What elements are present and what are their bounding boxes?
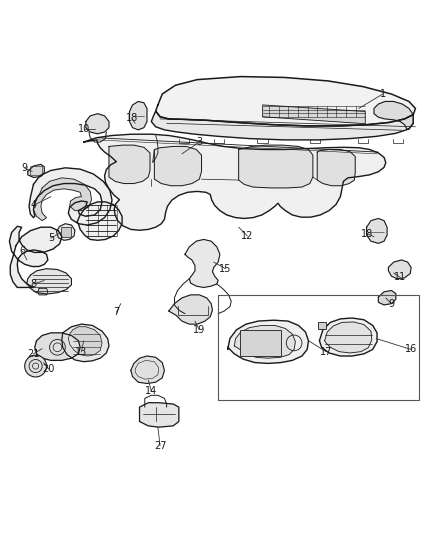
Polygon shape: [84, 134, 386, 230]
Polygon shape: [62, 324, 109, 362]
Text: 9: 9: [21, 163, 28, 173]
Polygon shape: [151, 111, 413, 140]
Polygon shape: [57, 224, 75, 240]
Text: 27: 27: [154, 440, 166, 450]
Text: 3: 3: [196, 137, 202, 147]
Text: 4: 4: [30, 200, 36, 211]
Polygon shape: [228, 320, 308, 364]
Text: 10: 10: [78, 124, 90, 134]
Polygon shape: [155, 77, 416, 126]
Polygon shape: [38, 288, 48, 295]
Text: 15: 15: [219, 264, 232, 273]
Text: 13: 13: [75, 346, 88, 357]
Polygon shape: [29, 168, 112, 225]
Polygon shape: [154, 147, 201, 185]
Text: 5: 5: [48, 233, 54, 243]
Text: 21: 21: [27, 349, 39, 359]
Polygon shape: [131, 356, 164, 384]
Polygon shape: [263, 105, 365, 124]
Circle shape: [25, 355, 46, 377]
Text: 6: 6: [19, 246, 25, 256]
Text: 16: 16: [405, 344, 417, 354]
Polygon shape: [378, 290, 396, 305]
Polygon shape: [86, 114, 109, 134]
Polygon shape: [28, 164, 44, 177]
Text: 18: 18: [361, 229, 374, 239]
Polygon shape: [140, 403, 179, 427]
Text: 9: 9: [389, 298, 395, 309]
Polygon shape: [27, 269, 71, 294]
Polygon shape: [109, 145, 150, 183]
Bar: [318, 321, 325, 329]
Text: 1: 1: [380, 89, 386, 99]
Text: 17: 17: [320, 346, 332, 357]
Text: 14: 14: [145, 386, 157, 396]
Text: 12: 12: [241, 231, 254, 241]
Polygon shape: [130, 101, 147, 130]
Bar: [61, 227, 71, 237]
Polygon shape: [185, 239, 220, 287]
Text: 20: 20: [42, 364, 55, 374]
Polygon shape: [169, 295, 212, 324]
Text: 18: 18: [126, 113, 138, 123]
Bar: [30, 166, 42, 175]
Polygon shape: [10, 227, 62, 287]
Polygon shape: [317, 149, 355, 185]
Text: 19: 19: [193, 325, 205, 335]
Text: 8: 8: [30, 279, 36, 289]
Polygon shape: [33, 178, 92, 221]
Polygon shape: [35, 333, 80, 360]
Polygon shape: [239, 145, 313, 188]
Polygon shape: [319, 318, 377, 356]
Polygon shape: [389, 260, 411, 279]
Polygon shape: [374, 101, 413, 129]
Polygon shape: [325, 322, 372, 353]
Text: 11: 11: [394, 272, 406, 282]
Polygon shape: [77, 202, 122, 240]
Bar: [240, 330, 282, 356]
Polygon shape: [68, 327, 102, 356]
Text: 7: 7: [113, 308, 120, 317]
Polygon shape: [234, 326, 295, 358]
Polygon shape: [367, 219, 387, 244]
